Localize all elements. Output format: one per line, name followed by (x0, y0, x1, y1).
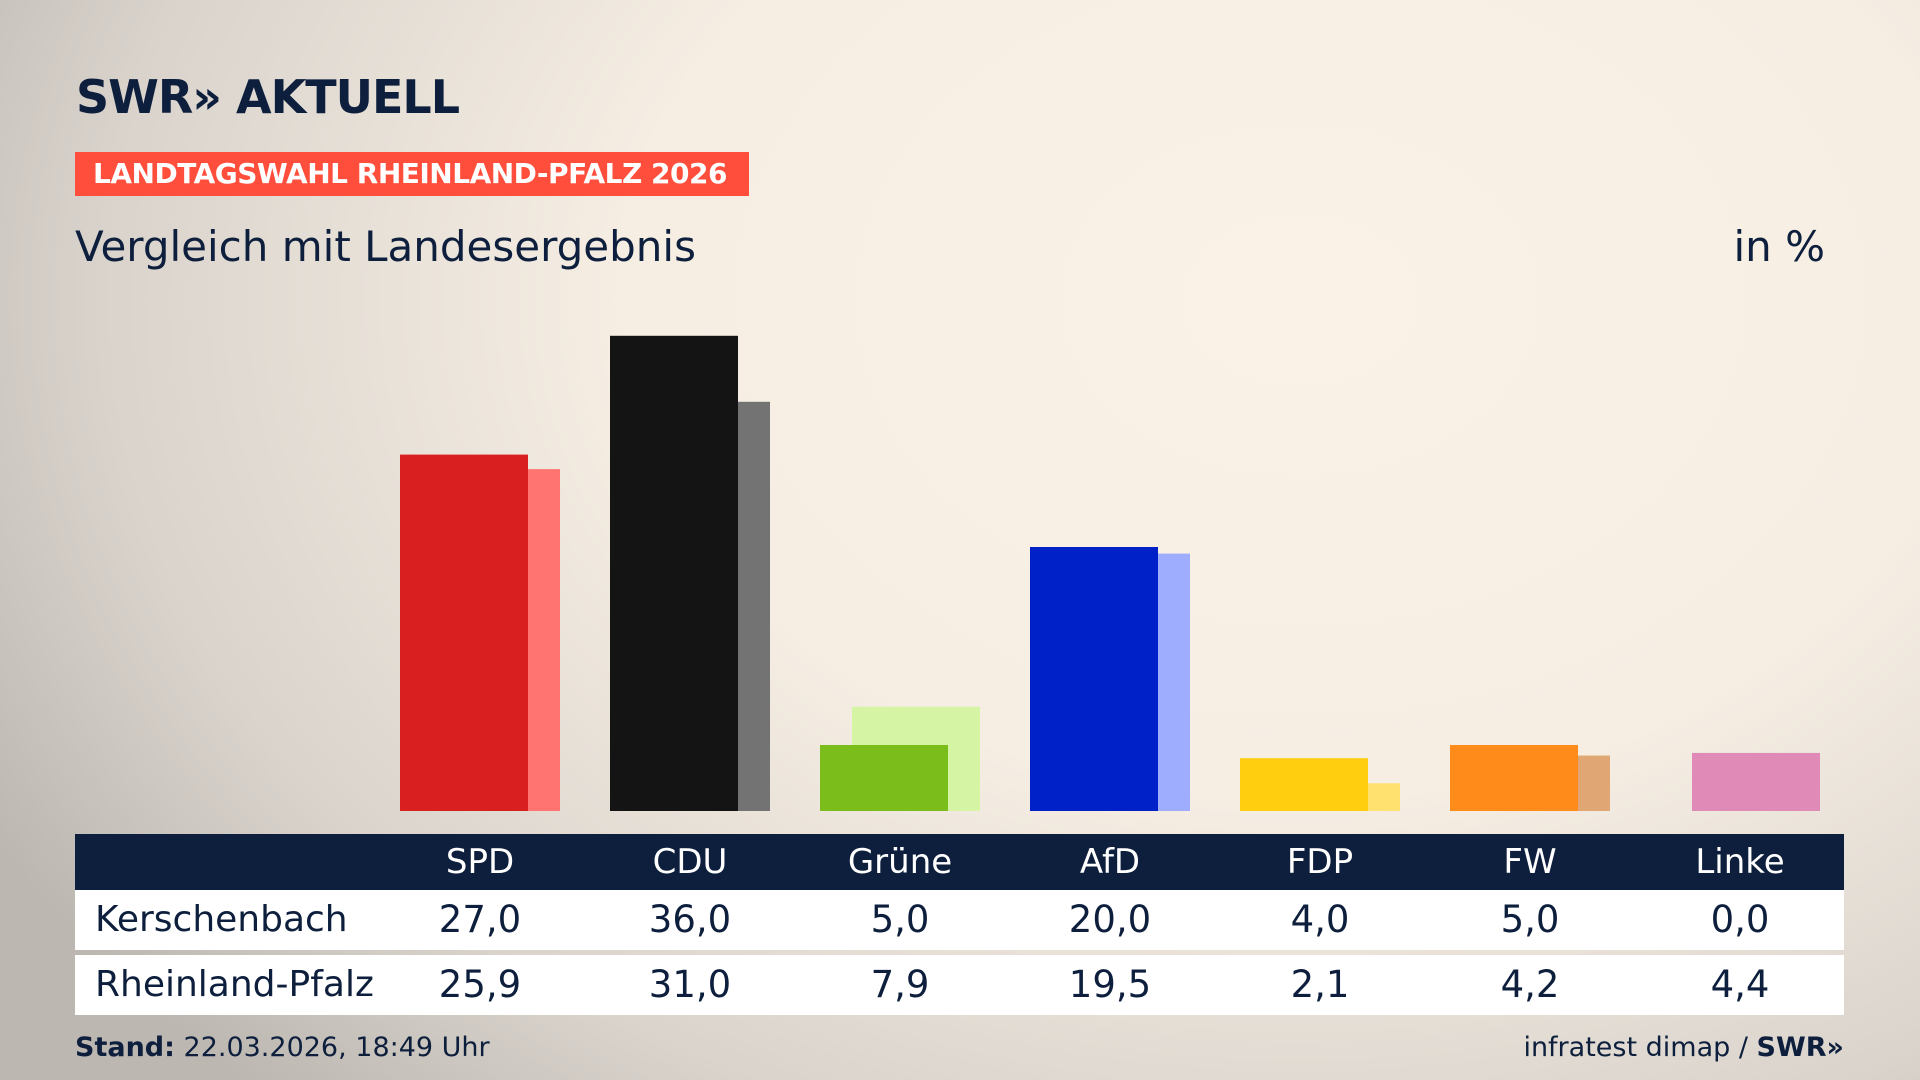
bar-fdp-local (1240, 758, 1368, 811)
value-cell: 27,0 (438, 898, 522, 941)
timestamp: Stand: 22.03.2026, 18:49 Uhr (75, 1032, 490, 1063)
value-cell: 2,1 (1290, 963, 1350, 1006)
bar-afd-local (1030, 546, 1158, 811)
value-cell: 5,0 (1500, 898, 1560, 941)
column-header-fdp: FDP (1286, 842, 1354, 882)
value-cell: 36,0 (648, 898, 732, 941)
bar-grüne-local (820, 744, 948, 811)
value-cell: 31,0 (648, 963, 732, 1006)
row-label: Kerschenbach (95, 899, 348, 940)
bar-spd-local (400, 454, 528, 811)
stand-label: Stand: (75, 1032, 175, 1063)
value-cell: 25,9 (438, 963, 522, 1006)
election-banner: LANDTAGSWAHL RHEINLAND-PFALZ 2026 (75, 152, 749, 196)
bar-chart (400, 335, 1820, 811)
column-header-grüne: Grüne (847, 842, 953, 882)
swr-small-logo: SWR» (1756, 1032, 1844, 1063)
stand-value: 22.03.2026, 18:49 Uhr (183, 1032, 490, 1063)
column-header-cdu: CDU (652, 842, 728, 882)
value-cell: 4,4 (1710, 963, 1770, 1006)
table-header: SPD CDU Grüne AfD FDP FW Linke (75, 834, 1844, 890)
row-label: Rheinland-Pfalz (95, 964, 374, 1005)
table-row: Kerschenbach 27,0 36,0 5,0 20,0 4,0 5,0 0,0 (75, 890, 1844, 950)
source-text: infratest dimap / (1523, 1032, 1757, 1063)
bar-fw-local (1450, 744, 1578, 811)
value-cell: 4,0 (1290, 898, 1350, 941)
table-row: Rheinland-Pfalz 25,9 31,0 7,9 19,5 2,1 4,2 4,4 (75, 955, 1844, 1015)
value-cell: 0,0 (1710, 898, 1770, 941)
source: infratest dimap / SWR» (1523, 1032, 1844, 1063)
column-header-spd: SPD (445, 842, 515, 882)
swr-aktuell-logo: SWR» AKTUELL (76, 70, 460, 124)
chart-subtitle: Vergleich mit Landesergebnis (75, 222, 696, 271)
bar-linke-land (1692, 752, 1820, 811)
column-header-afd: AfD (1079, 842, 1141, 882)
unit-label: in % (1733, 222, 1825, 271)
value-cell: 20,0 (1068, 898, 1152, 941)
column-header-linke: Linke (1695, 842, 1785, 882)
bar-cdu-local (610, 335, 738, 811)
value-cell: 7,9 (870, 963, 930, 1006)
results-table: SPD CDU Grüne AfD FDP FW Linke Kerschenbach 27… (75, 834, 1844, 1015)
value-cell: 19,5 (1068, 963, 1152, 1006)
value-cell: 4,2 (1500, 963, 1560, 1006)
column-header-fw: FW (1503, 842, 1557, 882)
value-cell: 5,0 (870, 898, 930, 941)
